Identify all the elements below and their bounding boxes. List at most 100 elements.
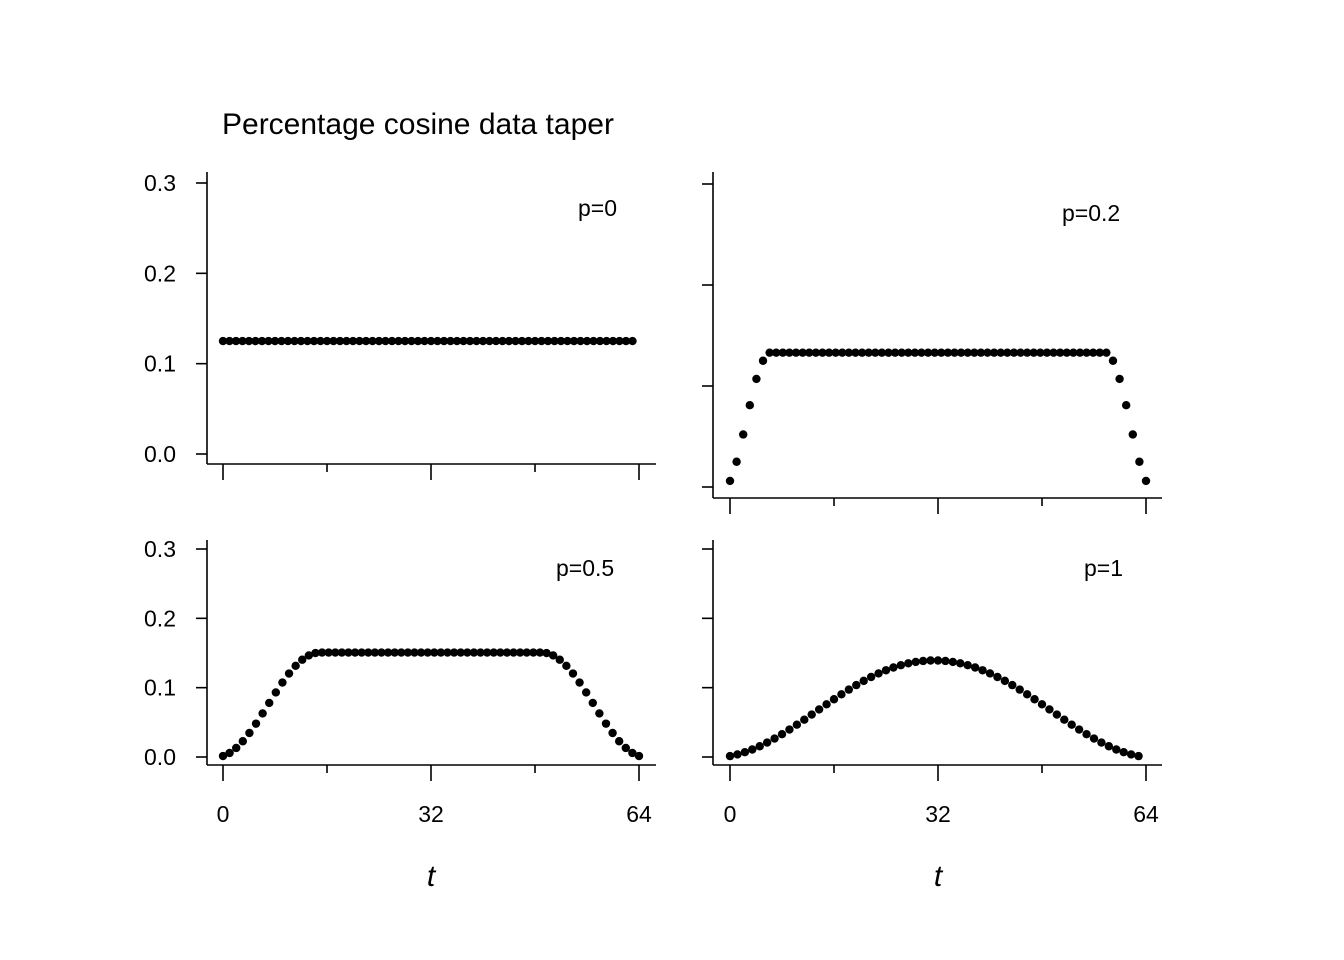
data-point	[232, 743, 241, 753]
data-point	[529, 648, 538, 657]
data-point	[496, 648, 505, 657]
data-point	[1082, 348, 1091, 357]
data-point	[1075, 348, 1085, 357]
data-point	[1030, 695, 1039, 704]
data-point	[881, 666, 891, 675]
data-point	[1089, 734, 1099, 743]
data-point	[829, 695, 839, 704]
data-point	[482, 648, 492, 657]
data-point	[291, 661, 300, 671]
data-point	[400, 336, 410, 346]
data-point	[785, 348, 794, 357]
data-point	[568, 669, 578, 678]
data-point	[449, 648, 459, 657]
data-point	[748, 745, 757, 754]
data-point	[416, 648, 426, 657]
data-point	[732, 457, 741, 466]
data-point	[582, 336, 592, 346]
data-point	[1067, 720, 1076, 729]
data-point	[838, 348, 847, 357]
data-point	[1055, 348, 1065, 357]
data-point	[446, 336, 455, 346]
data-point	[420, 336, 429, 346]
data-point	[970, 348, 979, 357]
x-tick-label: 0	[217, 801, 230, 827]
data-point	[765, 348, 774, 357]
data-point	[397, 648, 406, 657]
data-point	[805, 348, 814, 357]
data-point	[329, 336, 338, 346]
data-point	[791, 348, 801, 357]
data-point	[937, 348, 946, 357]
data-point	[524, 336, 533, 346]
data-point	[1000, 676, 1010, 686]
data-point	[785, 725, 794, 734]
data-point	[851, 348, 860, 357]
data-point	[910, 348, 920, 357]
data-point	[423, 648, 432, 657]
data-point	[762, 738, 772, 747]
data-point	[1016, 348, 1025, 357]
data-point	[251, 719, 261, 728]
data-point	[733, 750, 742, 759]
data-point	[740, 748, 750, 757]
data-point	[889, 663, 898, 672]
x-tick-label: 32	[925, 801, 951, 827]
data-point	[350, 648, 360, 657]
data-point	[465, 336, 475, 346]
data-point	[1104, 742, 1114, 751]
data-point	[430, 648, 439, 657]
data-point	[602, 336, 611, 346]
data-point	[1074, 725, 1084, 734]
data-point	[436, 648, 446, 657]
data-point	[439, 336, 449, 346]
data-point	[410, 648, 419, 657]
data-point	[257, 336, 267, 346]
data-point	[368, 336, 377, 346]
data-point	[818, 348, 827, 357]
data-point	[283, 336, 293, 346]
data-point	[1062, 348, 1071, 357]
data-point	[342, 336, 351, 346]
data-point	[963, 348, 972, 357]
data-point	[770, 734, 779, 743]
data-point	[303, 336, 312, 346]
data-point	[478, 336, 488, 346]
data-point	[857, 348, 867, 357]
data-point	[575, 678, 584, 687]
x-tick-label: 64	[1133, 801, 1159, 827]
data-point	[1042, 348, 1052, 357]
data-point	[601, 719, 611, 728]
data-point	[884, 348, 893, 357]
data-point	[381, 336, 390, 346]
data-point	[589, 336, 598, 346]
data-point	[877, 348, 887, 357]
data-point	[576, 336, 585, 346]
data-point	[897, 348, 906, 357]
data-point	[970, 663, 980, 672]
data-point	[926, 656, 935, 665]
panel-top-right: p=0.2	[702, 172, 1162, 514]
panel-top-left: 0.0 0.1 0.2 0.3 p=0	[144, 170, 656, 480]
data-point	[874, 669, 883, 678]
data-point	[225, 748, 234, 758]
data-point	[348, 336, 358, 346]
data-point	[296, 336, 306, 346]
panel-annotation: p=0.5	[556, 555, 614, 581]
data-point	[904, 348, 913, 357]
data-point	[904, 659, 913, 668]
data-point	[822, 700, 831, 709]
data-point	[245, 728, 254, 738]
data-point	[238, 336, 247, 346]
data-point	[355, 336, 364, 346]
data-point	[225, 336, 234, 346]
data-point	[1069, 348, 1078, 357]
data-point	[403, 648, 413, 657]
data-point	[569, 336, 579, 346]
data-point	[331, 648, 340, 657]
data-point	[608, 728, 617, 738]
data-point	[923, 348, 933, 357]
data-point	[463, 648, 472, 657]
data-point	[917, 348, 926, 357]
y-tick-label: 0.2	[144, 605, 176, 631]
